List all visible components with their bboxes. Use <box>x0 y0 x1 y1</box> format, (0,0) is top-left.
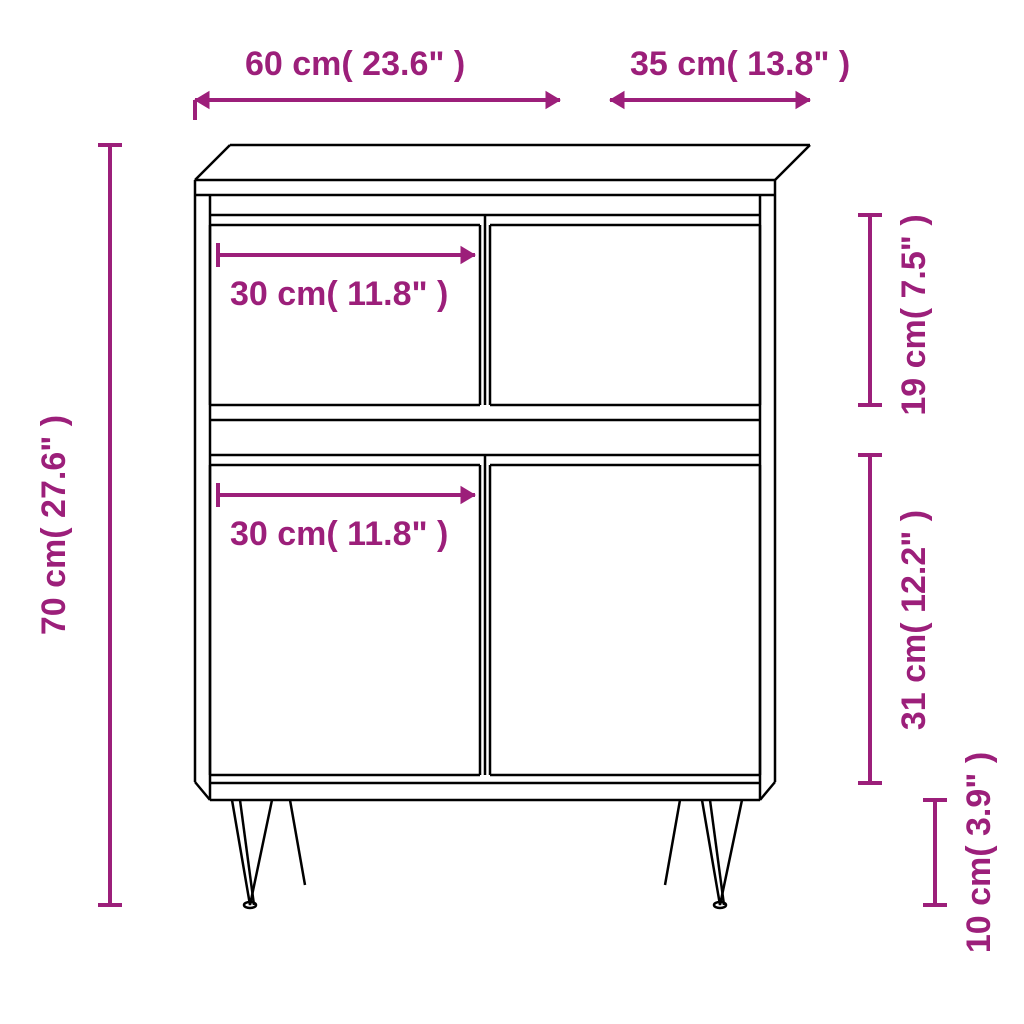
label-width: 60 cm( 23.6" ) <box>245 45 465 83</box>
label-door-h: 31 cm( 12.2" ) <box>895 510 933 730</box>
dimension-diagram: 60 cm( 23.6" ) 35 cm( 13.8" ) 70 cm( 27.6"… <box>0 0 1024 1024</box>
label-height: 70 cm( 27.6" ) <box>35 415 73 635</box>
label-drawer-h: 19 cm( 7.5" ) <box>895 214 933 415</box>
label-leg-h: 10 cm( 3.9" ) <box>960 752 998 953</box>
label-door-w: 30 cm( 11.8" ) <box>230 515 448 553</box>
label-depth: 35 cm( 13.8" ) <box>630 45 850 83</box>
label-drawer-w: 30 cm( 11.8" ) <box>230 275 448 313</box>
